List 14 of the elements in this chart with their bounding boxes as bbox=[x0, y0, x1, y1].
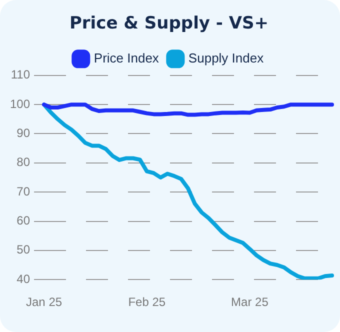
x-tick-label: Jan 25 bbox=[26, 295, 62, 310]
x-tick-label: Feb 25 bbox=[128, 295, 166, 310]
y-tick-label: 40 bbox=[16, 272, 30, 286]
y-tick-label: 80 bbox=[16, 155, 30, 170]
y-tick-label: 110 bbox=[10, 68, 30, 82]
legend-label: Supply Index bbox=[188, 50, 264, 66]
y-tick-label: 100 bbox=[10, 96, 30, 111]
chart-title: Price & Supply - VS+ bbox=[69, 14, 269, 34]
y-tick-label: 90 bbox=[16, 126, 30, 140]
y-tick-label: 70 bbox=[16, 184, 30, 198]
y-tick-label: 50 bbox=[16, 242, 30, 257]
legend-label: Price Index bbox=[94, 50, 160, 66]
x-tick-label: Mar 25 bbox=[231, 295, 269, 310]
y-tick-label: 60 bbox=[16, 214, 30, 228]
